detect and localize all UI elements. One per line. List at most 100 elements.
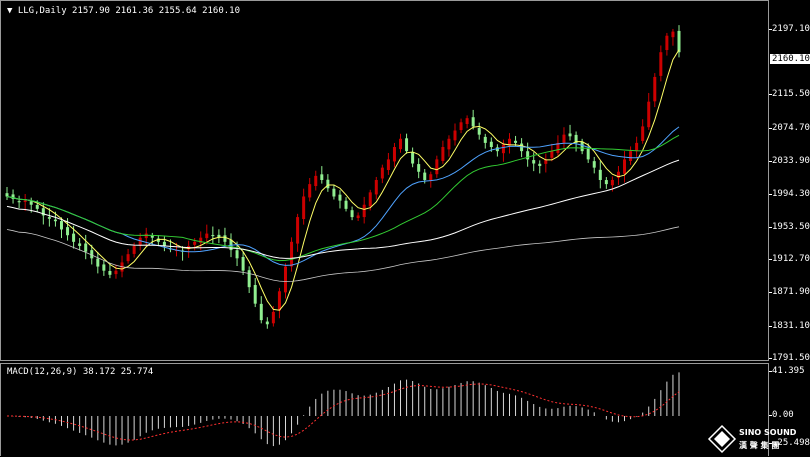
- price-tick: 1994.30: [769, 189, 810, 199]
- candle-body: [459, 122, 463, 131]
- candle-body: [526, 151, 530, 160]
- candle-body: [290, 241, 294, 267]
- candle-body: [544, 159, 548, 164]
- candle-body: [411, 152, 415, 164]
- candle-body: [138, 237, 142, 246]
- candle-body: [562, 134, 566, 143]
- candle-body: [453, 130, 457, 141]
- candle-body: [41, 208, 45, 216]
- candle-body: [59, 221, 63, 230]
- candle-body: [253, 285, 257, 304]
- candle-body: [623, 159, 627, 174]
- candle-body: [447, 138, 451, 150]
- candle-body: [580, 141, 584, 152]
- candle-body: [326, 179, 330, 189]
- candle-body: [386, 159, 390, 171]
- candle-body: [538, 163, 542, 166]
- candle-body: [665, 35, 669, 51]
- candle-body: [302, 196, 306, 220]
- price-tick: 1831.10: [769, 321, 810, 331]
- candle-body: [520, 143, 524, 152]
- candle-body: [11, 194, 15, 199]
- candle-body: [320, 174, 324, 180]
- current-price-label: 2160.10: [770, 54, 810, 64]
- candle-body: [259, 303, 263, 321]
- candle-body: [501, 144, 505, 154]
- candle-body: [429, 174, 433, 181]
- ma-line-fast: [6, 49, 680, 311]
- candle-body: [211, 235, 215, 237]
- candle-body: [671, 31, 675, 38]
- candle-body: [550, 151, 554, 158]
- candle-body: [568, 133, 572, 137]
- macd-tick: -25.498: [769, 438, 810, 448]
- price-tick: 1791.50: [769, 353, 810, 363]
- candle-body: [556, 142, 560, 153]
- price-tick: 1871.90: [769, 287, 810, 297]
- price-chart-pane[interactable]: ▼ LLG,Daily 2157.90 2161.36 2155.64 2160…: [0, 0, 769, 361]
- candle-body: [653, 76, 657, 102]
- candle-body: [223, 235, 227, 242]
- candle-body: [368, 192, 372, 207]
- candle-body: [356, 215, 360, 219]
- collapse-triangle-icon[interactable]: ▼: [7, 6, 13, 16]
- candle-body: [677, 30, 681, 53]
- candle-body: [392, 147, 396, 162]
- candle-body: [574, 134, 578, 143]
- candle-body: [532, 160, 536, 164]
- candle-body: [423, 172, 427, 180]
- candle-body: [441, 147, 445, 162]
- candle-body: [338, 194, 342, 201]
- candle-body: [635, 142, 639, 152]
- candle-body: [495, 147, 499, 152]
- sino-sound-logo: SINO SOUND 漢 聲 集 團: [707, 424, 807, 454]
- price-tick: 2197.10: [769, 24, 810, 34]
- candle-body: [84, 243, 88, 252]
- candle-body: [344, 200, 348, 209]
- candle-body: [162, 241, 166, 246]
- logo-text-en: SINO SOUND: [739, 428, 797, 437]
- ma-line-green: [6, 134, 680, 262]
- candle-body: [350, 210, 354, 218]
- candle-body: [405, 138, 409, 152]
- candle-body: [598, 169, 602, 180]
- macd-pane[interactable]: MACD(12,26,9) 38.172 25.774: [0, 363, 769, 456]
- macd-canvas: [6, 372, 680, 447]
- ma-line-white: [6, 159, 680, 259]
- candle-body: [399, 138, 403, 150]
- candle-body: [483, 136, 487, 143]
- candle-body: [78, 243, 82, 246]
- candle-body: [235, 250, 239, 259]
- candle-body: [659, 52, 663, 76]
- candle-body: [271, 311, 275, 324]
- candle-body: [465, 118, 469, 125]
- macd-signal-line: [6, 383, 680, 441]
- candle-body: [471, 117, 475, 127]
- candle-body: [5, 193, 9, 197]
- candle-body: [199, 237, 203, 243]
- candle-body: [102, 264, 106, 271]
- macd-tick: 41.395: [769, 366, 805, 376]
- candle-body: [23, 200, 27, 202]
- candle-body: [592, 161, 596, 168]
- macd-tick: 0.00: [769, 410, 794, 420]
- candle-body: [380, 167, 384, 179]
- candle-body: [17, 201, 21, 203]
- candle-body: [29, 201, 33, 205]
- candle-body: [435, 159, 439, 175]
- candle-body: [604, 180, 608, 185]
- candle-body: [314, 175, 318, 187]
- price-tick: 2033.90: [769, 156, 810, 166]
- candle-body: [477, 127, 481, 135]
- candle-body: [308, 184, 312, 198]
- candle-body: [144, 233, 148, 239]
- candle-body: [47, 217, 51, 219]
- candle-body: [586, 149, 590, 160]
- candle-body: [66, 227, 70, 236]
- price-tick: 1912.70: [769, 254, 810, 264]
- candle-body: [647, 101, 651, 128]
- macd-axis: 41.395 0.00 -25.498: [769, 363, 810, 456]
- macd-label: MACD(12,26,9) 38.172 25.774: [7, 367, 154, 377]
- candle-body: [108, 271, 112, 275]
- candle-body: [507, 138, 511, 146]
